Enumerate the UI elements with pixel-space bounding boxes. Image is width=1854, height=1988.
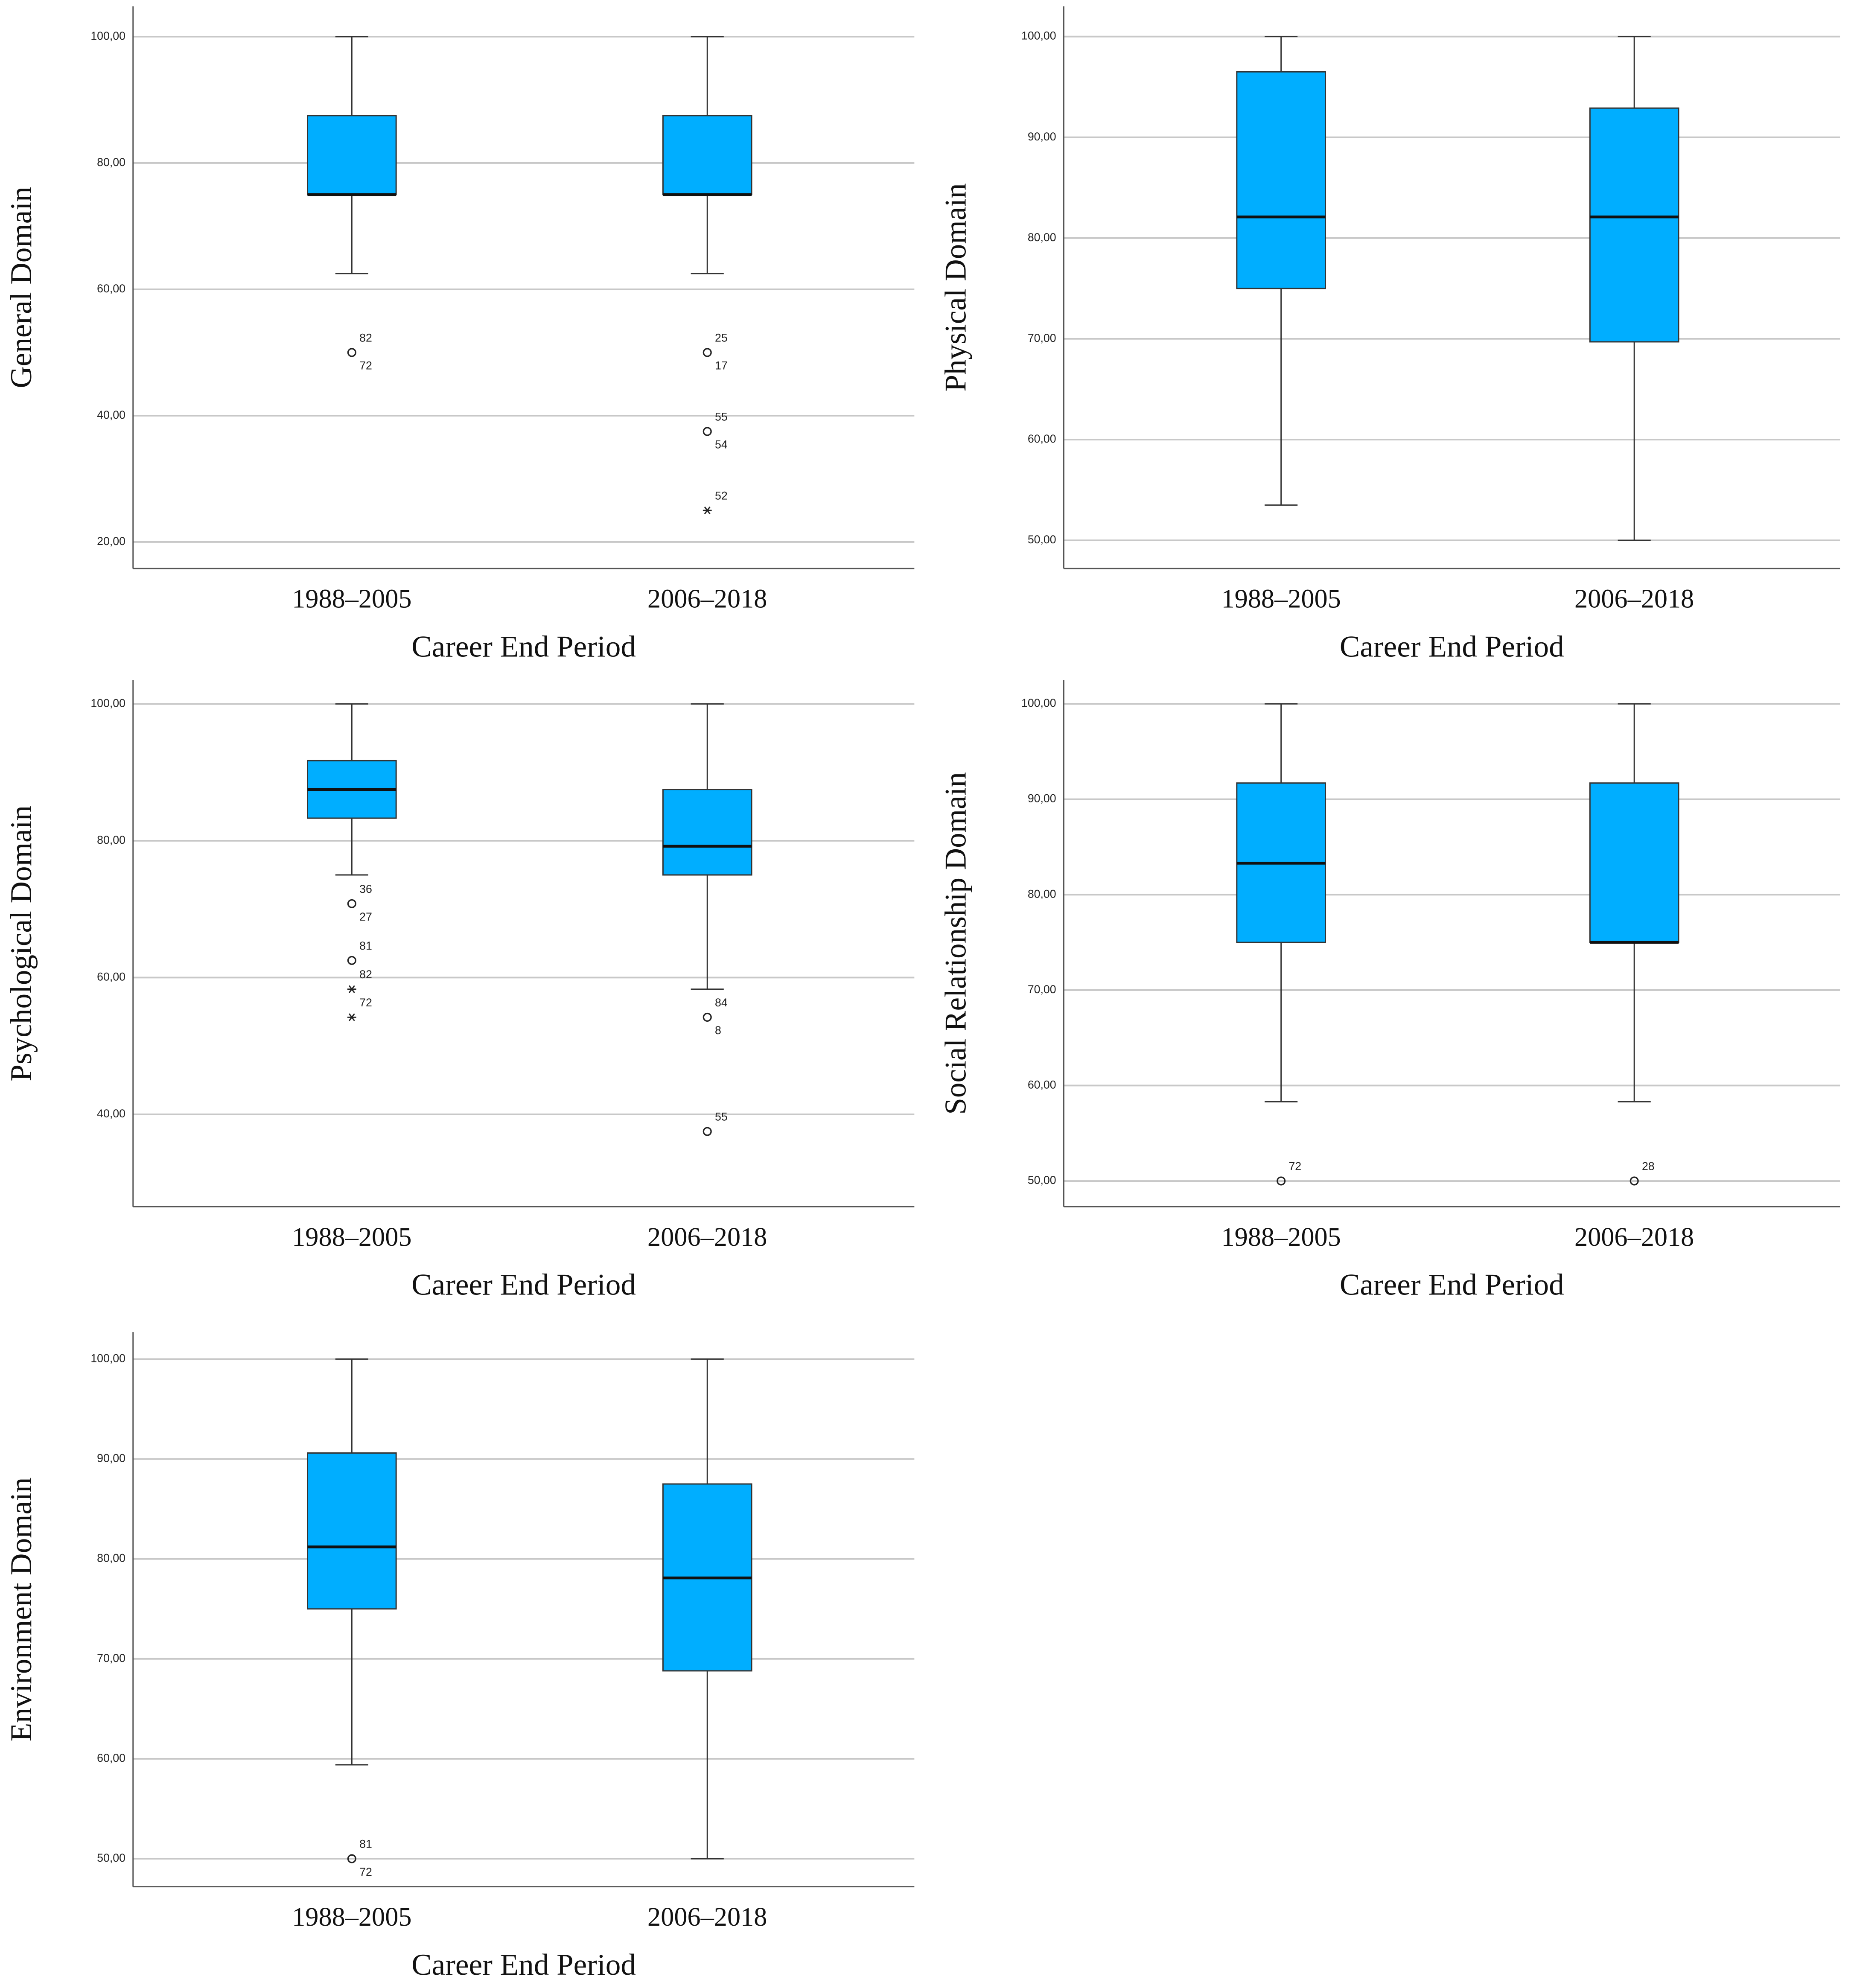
y-tick-label: 80,00 (97, 834, 125, 846)
y-tick-label: 100,00 (1021, 697, 1056, 709)
outlier-label: 81 (359, 1838, 372, 1851)
x-axis-label: Career End Period (1340, 1268, 1564, 1302)
x-tick-label: 1988–2005 (292, 1902, 411, 1932)
x-axis-label: Career End Period (411, 1268, 636, 1302)
x-axis-label: Career End Period (411, 630, 636, 663)
x-tick-label: 2006–2018 (1574, 1222, 1694, 1252)
y-tick-label: 100,00 (90, 29, 125, 42)
x-tick-label: 1988–2005 (292, 584, 411, 614)
x-tick-label: 1988–2005 (1221, 584, 1341, 614)
y-axis-label: General Domain (5, 187, 38, 388)
y-tick-label: 70,00 (1028, 983, 1056, 996)
outlier-label: 52 (715, 489, 728, 502)
y-tick-label: 70,00 (1028, 332, 1056, 344)
box (307, 115, 397, 195)
y-tick-label: 60,00 (97, 282, 125, 295)
outlier-label: 55 (715, 410, 728, 423)
outlier-label: 54 (715, 438, 728, 451)
box (662, 115, 752, 195)
y-tick-label: 20,00 (97, 535, 125, 548)
y-tick-label: 80,00 (97, 156, 125, 169)
y-axis-label: Social Relationship Domain (939, 772, 973, 1115)
outlier (347, 1854, 356, 1863)
x-tick-label: 2006–2018 (1574, 584, 1694, 614)
outlier (1630, 1176, 1639, 1186)
outlier-label: 55 (715, 1111, 728, 1123)
outlier-star (347, 985, 356, 993)
y-tick-label: 60,00 (97, 1752, 125, 1764)
outlier (703, 1127, 712, 1136)
outlier (703, 427, 712, 436)
y-tick-label: 40,00 (97, 1107, 125, 1120)
y-tick-label: 80,00 (97, 1552, 125, 1565)
box (307, 1452, 397, 1610)
outlier-star (347, 1013, 356, 1021)
outlier-label: 36 (359, 883, 372, 895)
y-tick-label: 80,00 (1028, 231, 1056, 244)
outlier (703, 1012, 712, 1022)
y-tick-label: 80,00 (1028, 887, 1056, 900)
y-tick-label: 60,00 (1028, 1079, 1056, 1091)
x-tick-label: 2006–2018 (647, 1902, 767, 1932)
box (1589, 107, 1679, 343)
outlier-label: 25 (715, 331, 728, 344)
y-tick-label: 50,00 (1028, 1174, 1056, 1186)
outlier-label: 72 (359, 996, 372, 1009)
outlier-label: 72 (359, 1866, 372, 1878)
box (1589, 782, 1679, 943)
outlier-label: 82 (359, 331, 372, 344)
y-tick-label: 40,00 (97, 408, 125, 421)
outlier (1277, 1176, 1286, 1186)
outlier-label: 84 (715, 996, 728, 1009)
box (662, 789, 752, 876)
outlier-label: 17 (715, 359, 728, 372)
x-axis-label: Career End Period (1340, 630, 1564, 663)
y-tick-label: 100,00 (1021, 29, 1056, 42)
x-axis-label: Career End Period (411, 1948, 636, 1982)
y-tick-label: 90,00 (1028, 792, 1056, 805)
outlier (703, 348, 712, 357)
x-tick-label: 1988–2005 (1221, 1222, 1341, 1252)
outlier-star (703, 506, 712, 515)
y-tick-label: 60,00 (97, 971, 125, 983)
outlier (347, 956, 356, 965)
y-tick-label: 50,00 (97, 1851, 125, 1864)
outlier-label: 72 (359, 359, 372, 372)
x-tick-label: 1988–2005 (292, 1222, 411, 1252)
y-tick-label: 90,00 (97, 1452, 125, 1465)
y-tick-label: 100,00 (90, 697, 125, 709)
box (1236, 71, 1326, 289)
y-tick-label: 70,00 (97, 1652, 125, 1664)
outlier-label: 72 (1288, 1160, 1301, 1172)
outlier-label: 8 (715, 1024, 721, 1037)
y-tick-label: 100,00 (90, 1352, 125, 1364)
y-tick-label: 60,00 (1028, 432, 1056, 445)
outlier (347, 348, 356, 357)
x-tick-label: 2006–2018 (647, 1222, 767, 1252)
y-axis-label: Physical Domain (939, 183, 973, 391)
outlier-label: 28 (1642, 1160, 1655, 1172)
y-axis-label: Environment Domain (5, 1477, 38, 1741)
y-axis-label: Psychological Domain (5, 805, 38, 1081)
outlier-label: 81 (359, 939, 372, 952)
outlier-label: 27 (359, 910, 372, 923)
outlier (347, 899, 356, 908)
y-tick-label: 90,00 (1028, 130, 1056, 143)
x-tick-label: 2006–2018 (647, 584, 767, 614)
y-tick-label: 50,00 (1028, 533, 1056, 546)
outlier-label: 82 (359, 968, 372, 981)
